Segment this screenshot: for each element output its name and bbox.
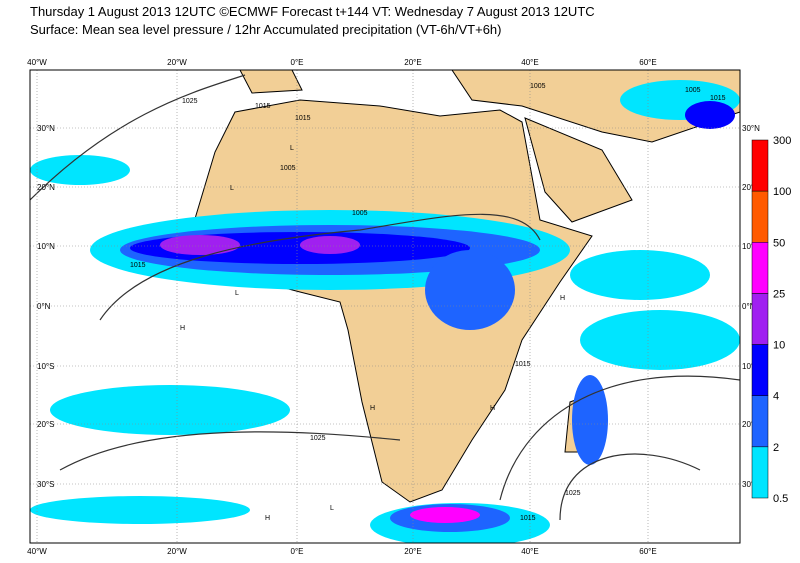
isobar-label: 1015 [515,361,531,368]
colorbar-segment [751,242,769,294]
longitude-label: 40°W [27,58,47,67]
isobar-label: 1025 [182,98,198,105]
colorbar-segment [751,395,769,448]
pressure-center: L [235,290,239,297]
longitude-label: 0°E [291,547,304,556]
colorbar-label: 50 [773,237,785,249]
isobar-label: 1015 [130,262,146,269]
isobar-label: 1015 [710,95,726,102]
latitude-label: 30°N [37,124,55,133]
pressure-center: L [290,145,294,152]
colorbar-label: 2 [773,442,779,454]
isobar-label: 1015 [520,515,536,522]
colorbar-label: 25 [773,288,785,300]
latitude-label: 30°N [742,124,760,133]
isobar-label: 1005 [280,165,296,172]
longitude-label: 40°E [521,58,538,67]
colorbar-label: 0.5 [773,493,788,505]
pressure-center: H [265,515,270,522]
colorbar-segment [751,344,769,396]
isobar-label: 1005 [685,87,701,94]
longitude-label: 20°E [404,547,421,556]
colorbar-segment [751,293,769,345]
subtitle: Surface: Mean sea level pressure / 12hr … [30,22,502,37]
latitude-label: 0°N [742,302,756,311]
isobar-label: 1015 [255,103,271,110]
isobar-label: 1025 [310,435,326,442]
latitude-label: 10°S [37,362,54,371]
pressure-center: H [490,405,495,412]
longitude-label: 20°W [167,547,187,556]
latitude-label: 10°N [37,242,55,251]
latitude-label: 10°S [742,362,759,371]
isobar-label: 1015 [295,115,311,122]
latitude-label: 20°S [742,420,759,429]
latitude-label: 10°N [742,242,760,251]
colorbar-segment [751,446,769,499]
longitude-label: 0°E [291,58,304,67]
graticule [30,70,740,543]
title: Thursday 1 August 2013 12UTC ©ECMWF Fore… [30,4,595,19]
latitude-label: 20°N [742,183,760,192]
longitude-label: 60°E [639,58,656,67]
map-body [30,70,740,543]
longitude-label: 40°W [27,547,47,556]
pressure-center: H [370,405,375,412]
colorbar-label: 10 [773,340,785,352]
colorbar-label: 100 [773,186,791,198]
colorbar-segment [751,190,769,243]
longitude-label: 20°W [167,58,187,67]
longitude-label: 20°E [404,58,421,67]
isobar-label: 1025 [565,490,581,497]
isobar-label: 1005 [530,83,546,90]
latitude-label: 20°S [37,420,54,429]
colorbar-label: 4 [773,391,779,403]
longitude-label: 40°E [521,547,538,556]
colorbar-label: 300 [773,135,791,147]
map-frame [29,69,741,544]
labels: 40°W 40°W 20°W 20°W 0°E 0°E 20°E 20°E 40°E 40°E 60… [27,58,791,556]
latitude-label: 30°S [37,480,54,489]
pressure-center: L [230,185,234,192]
latitude-label: 20°N [37,183,55,192]
pressure-center: H [560,295,565,302]
colorbar-segment [751,139,769,192]
isobars [30,74,740,521]
longitude-label: 60°E [639,547,656,556]
pressure-center: L [330,505,334,512]
precipitation [30,80,740,543]
latitude-label: 0°N [37,302,51,311]
pressure-center: H [180,325,185,332]
latitude-label: 30°S [742,480,759,489]
isobar-label: 1005 [352,210,368,217]
